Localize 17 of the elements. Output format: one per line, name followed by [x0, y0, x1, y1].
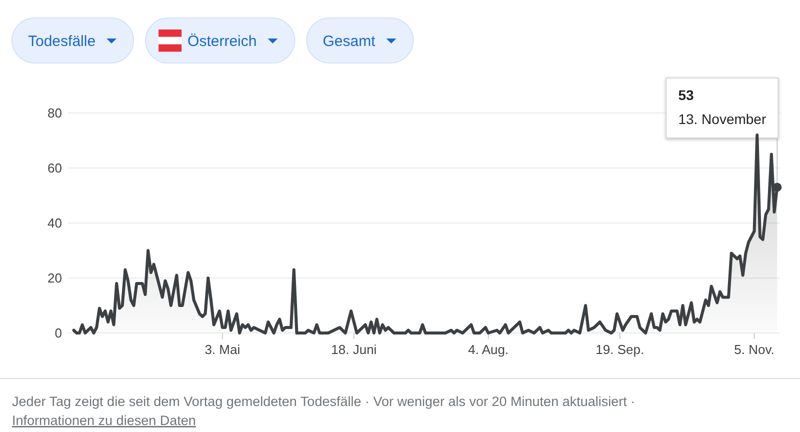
text: Jeder Tag zeigt die seit dem Vortag gemeldeten Todesfälle · Vor weniger als vor 20 Minuten aktualisiert · [12, 394, 636, 409]
text: Österreich [188, 33, 257, 50]
text: Gesamt [322, 33, 376, 50]
annotation: 13. November [678, 111, 766, 127]
y-tick-label: 60 [48, 160, 62, 176]
x-tick-label: 4. Aug. [468, 342, 509, 357]
y-tick-label: 40 [48, 216, 62, 231]
x-tick-label: 19. Sep. [596, 342, 644, 357]
y-tick-label: 0 [54, 326, 62, 341]
x-tick-label: 5. Nov. [734, 342, 774, 357]
text: Informationen zu diesen Daten [12, 413, 196, 428]
x-tick-label: 3. Mai [204, 342, 240, 357]
y-tick-label: 80 [48, 106, 62, 121]
text: 53 [678, 87, 694, 103]
y-tick-label: 20 [48, 270, 62, 286]
x-tick-label: 18. Juni [331, 342, 377, 357]
text: Todesfälle [28, 33, 96, 50]
